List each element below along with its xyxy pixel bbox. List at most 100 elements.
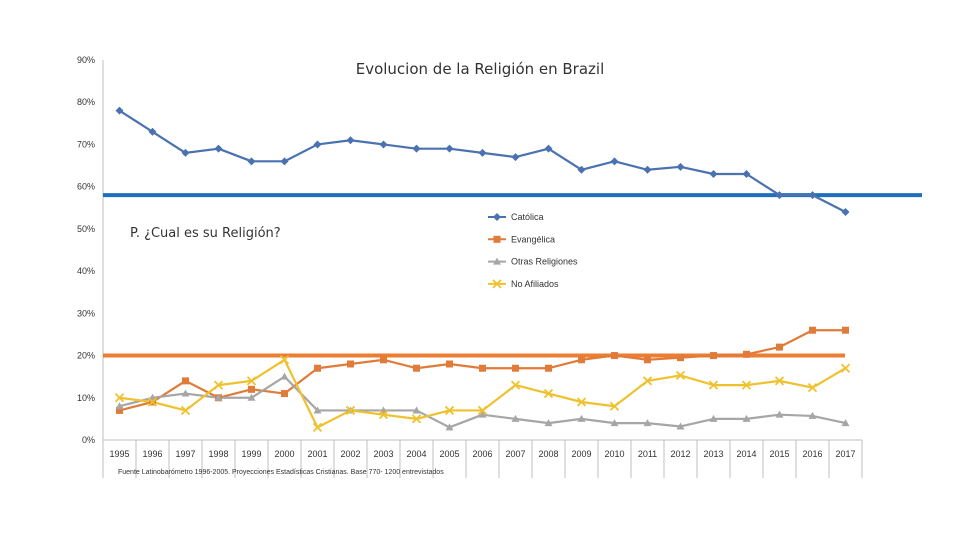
point-evangelica <box>116 406 123 414</box>
point-otras-religiones <box>610 419 619 427</box>
x-tick-label: 1999 <box>241 449 261 459</box>
point-no-afiliados <box>807 383 818 393</box>
x-tick-label: 2015 <box>769 449 789 459</box>
point-no-afiliados <box>246 376 257 386</box>
x-tick-label: 2010 <box>604 449 624 459</box>
point-evangelica <box>413 364 420 372</box>
series-lines <box>118 109 847 429</box>
legend-label-catolica: Católica <box>511 212 544 222</box>
point-catolica <box>313 140 322 149</box>
point-evangelica <box>380 356 387 364</box>
point-evangelica <box>281 390 288 398</box>
point-no-afiliados <box>378 410 389 420</box>
point-otras-religiones <box>643 419 652 427</box>
point-evangelica <box>809 326 816 334</box>
y-tick-label: 30% <box>77 308 95 318</box>
point-otras-religiones <box>280 372 289 380</box>
point-catolica <box>511 153 520 162</box>
point-evangelica <box>677 354 684 362</box>
point-catolica <box>214 144 223 153</box>
point-no-afiliados <box>609 401 620 411</box>
point-evangelica <box>479 364 486 372</box>
legend-label-evangelica: Evangélica <box>511 234 555 244</box>
point-no-afiliados <box>543 388 554 399</box>
x-tick-label: 2013 <box>703 449 723 459</box>
point-evangelica <box>347 360 354 368</box>
legend-marker-no-afiliados <box>492 279 502 289</box>
x-tick-label: 2004 <box>406 449 426 459</box>
point-otras-religiones <box>115 402 124 410</box>
point-evangelica <box>710 352 717 360</box>
point-catolica <box>841 208 850 216</box>
point-no-afiliados <box>477 405 488 416</box>
point-evangelica <box>578 356 585 364</box>
point-otras-religiones <box>313 406 322 414</box>
point-catolica <box>247 157 256 166</box>
x-tick-label: 2014 <box>736 449 756 459</box>
point-evangelica <box>611 352 618 360</box>
y-tick-label: 40% <box>77 266 95 276</box>
point-otras-religiones <box>676 422 685 430</box>
legend-marker-catolica <box>493 213 501 221</box>
x-tick-label: 2007 <box>505 449 525 459</box>
question-annotation: P. ¿Cual es su Religión? <box>130 226 281 241</box>
point-catolica <box>379 140 388 149</box>
point-evangelica <box>512 364 519 372</box>
point-catolica <box>643 165 652 174</box>
point-no-afiliados <box>576 397 587 407</box>
point-evangelica <box>776 343 783 351</box>
x-tick-label: 1996 <box>142 449 162 459</box>
point-otras-religiones <box>841 419 850 427</box>
point-no-afiliados <box>411 414 422 424</box>
x-tick-label: 2009 <box>571 449 591 459</box>
point-catolica <box>478 148 487 157</box>
point-otras-religiones <box>181 389 190 397</box>
point-otras-religiones <box>511 414 520 422</box>
point-otras-religiones <box>775 410 784 418</box>
point-no-afiliados <box>213 380 224 390</box>
point-otras-religiones <box>709 414 718 422</box>
point-evangelica <box>545 364 552 372</box>
point-no-afiliados <box>180 405 191 416</box>
point-otras-religiones <box>577 414 586 422</box>
point-no-afiliados <box>708 380 719 390</box>
x-tick-label: 2002 <box>340 449 360 459</box>
x-tick-label: 2005 <box>439 449 459 459</box>
point-catolica <box>115 106 124 115</box>
chart-title: Evolucion de la Religión en Brazil <box>356 60 605 78</box>
y-tick-label: 60% <box>77 182 95 192</box>
point-catolica <box>346 136 355 145</box>
point-no-afiliados <box>510 380 521 390</box>
y-tick-label: 90% <box>77 55 95 65</box>
point-evangelica <box>248 385 255 393</box>
x-tick-label: 2006 <box>472 449 492 459</box>
point-catolica <box>742 170 751 178</box>
y-tick-label: 20% <box>77 351 95 361</box>
series-markers <box>114 106 851 432</box>
legend-marker-evangelica <box>493 235 501 243</box>
point-no-afiliados <box>840 363 851 373</box>
point-no-afiliados <box>279 355 290 365</box>
x-tick-label: 2012 <box>670 449 690 459</box>
point-otras-religiones <box>445 423 454 431</box>
point-otras-religiones <box>247 393 256 401</box>
source-note: Fuente Latinobarómetro 1996-2005. Proyec… <box>118 469 444 476</box>
point-no-afiliados <box>444 405 455 416</box>
point-catolica <box>280 157 289 166</box>
x-tick-label: 2017 <box>835 449 855 459</box>
y-tick-label: 70% <box>77 139 95 149</box>
point-no-afiliados <box>774 376 785 386</box>
x-tick-label: 2000 <box>274 449 294 459</box>
point-otras-religiones <box>742 414 751 422</box>
point-evangelica <box>842 326 849 334</box>
point-otras-religiones <box>808 411 817 419</box>
point-evangelica <box>644 356 651 364</box>
point-evangelica <box>743 350 750 358</box>
point-catolica <box>775 191 784 200</box>
x-tick-label: 2003 <box>373 449 393 459</box>
point-catolica <box>709 170 718 178</box>
point-no-afiliados <box>675 370 686 381</box>
y-tick-label: 0% <box>82 435 95 445</box>
point-catolica <box>148 127 157 136</box>
